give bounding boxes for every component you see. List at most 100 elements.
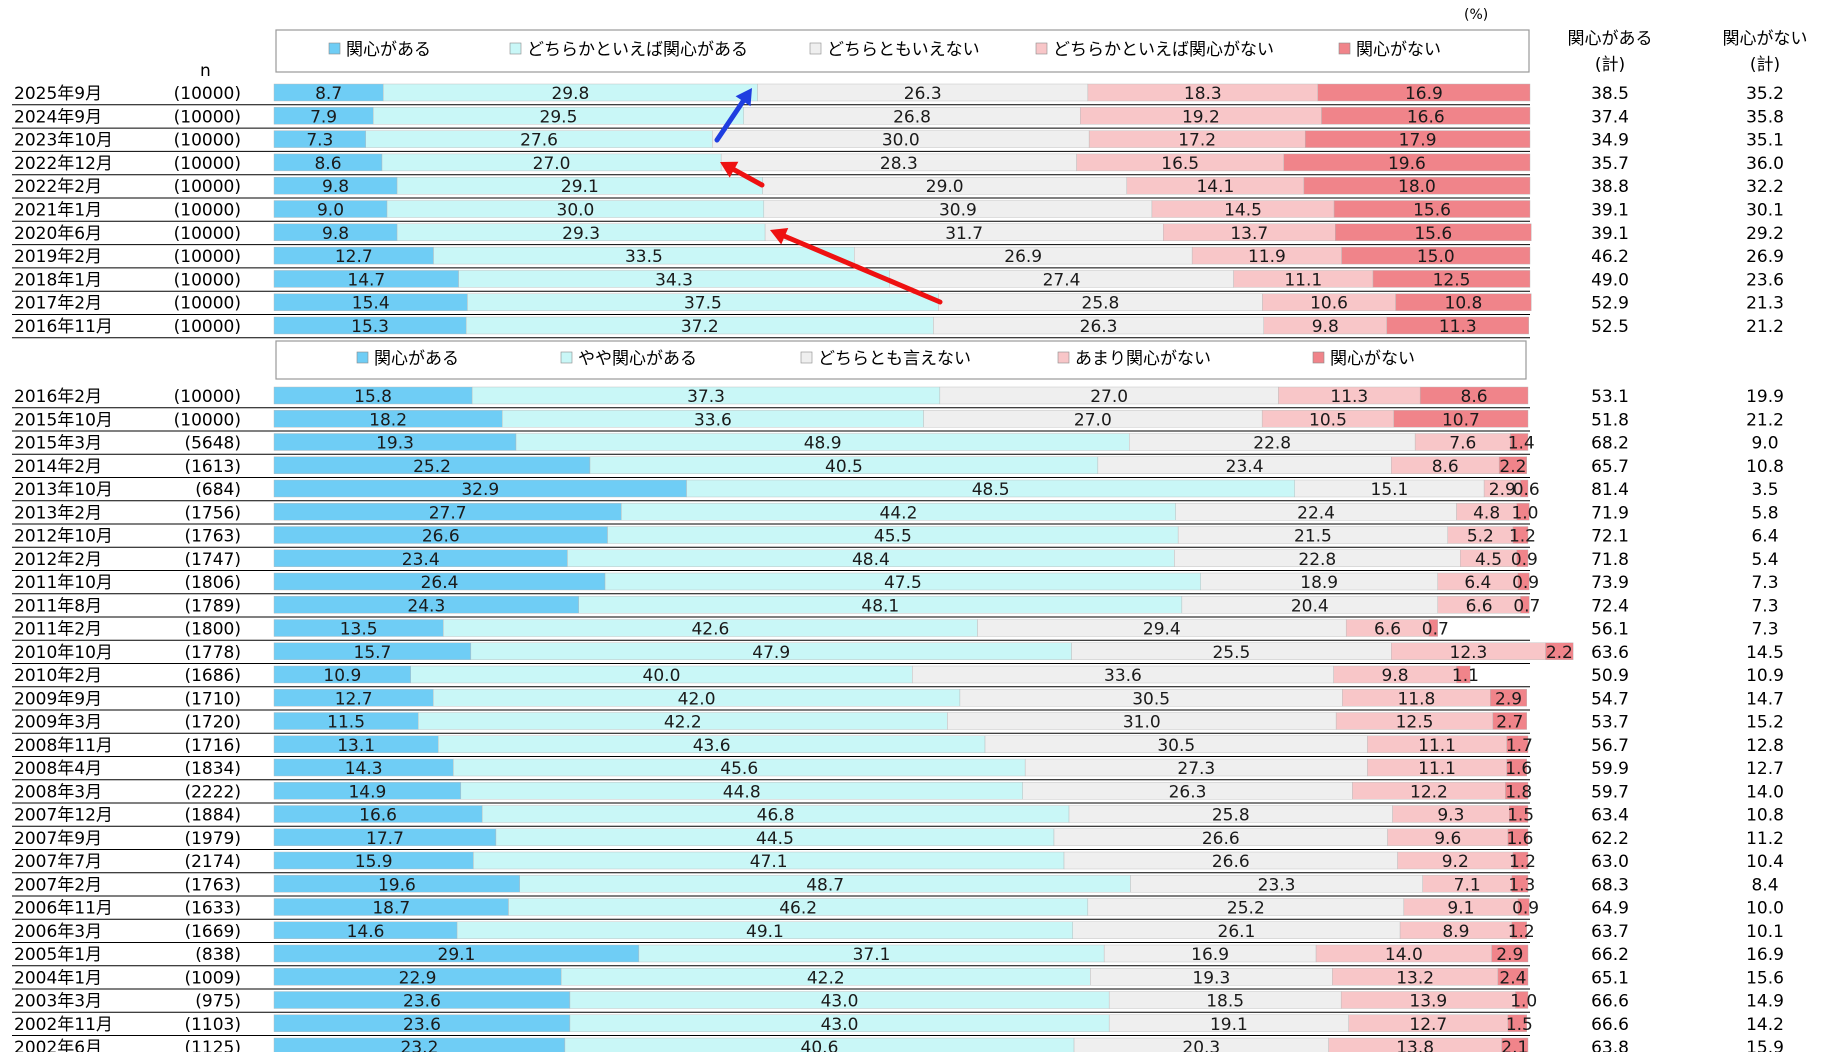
row-n: (1979) [184,829,241,849]
bar-value-label-very: 12.7 [335,689,373,709]
bar-value-label-somewhat: 49.1 [746,922,784,942]
row-label: 2013年2月 [14,503,102,523]
bar-value-label-very: 13.1 [337,736,375,756]
bar-segment-not [1317,83,1531,102]
bar-value-label-somewhat: 43.0 [821,1015,859,1035]
bar-value-label-very: 8.7 [315,84,342,104]
row-label: 2008年11月 [14,736,113,756]
bar-value-label-not: 1.6 [1506,829,1533,849]
row-n: (1009) [184,968,241,988]
bar-value-label-not: 1.5 [1506,1015,1533,1035]
row-label: 2023年10月 [14,131,113,151]
row-n: (10000) [174,177,241,197]
bar-value-label-not: 1.7 [1506,736,1533,756]
bar-segment-not [1507,828,1529,846]
row-n: (1633) [184,899,241,919]
row-n: (2222) [184,782,241,802]
bar-value-label-somewhat: 33.6 [694,410,732,430]
legend-item-not: 関心がない [1356,40,1441,60]
row-n: (1720) [184,713,241,733]
bar-value-label-neutral: 18.9 [1300,573,1338,593]
bar-value-label-somewhat-not: 11.3 [1330,387,1368,407]
row-n: (1834) [184,759,241,779]
bar-value-label-not: 2.9 [1496,945,1523,965]
row-n: (975) [195,992,241,1012]
bar-value-label-neutral: 29.0 [926,177,964,197]
bar-value-label-neutral: 22.4 [1297,503,1335,523]
total-not-interested: 30.1 [1746,201,1784,221]
bar-value-label-very: 18.7 [372,899,410,919]
bar-value-label-somewhat-not: 9.8 [1312,317,1339,337]
total-interested: 68.3 [1591,875,1629,895]
bar-value-label-neutral: 28.3 [880,154,918,174]
total-not-interested: 29.2 [1746,224,1784,244]
bar-segment-not [1545,642,1574,660]
bar-value-label-not: 16.9 [1405,84,1443,104]
total-interested: 63.4 [1591,806,1629,826]
legend-swatch-very [328,42,341,55]
bar-value-label-somewhat: 29.1 [561,177,599,197]
bar-value-label-neutral: 31.0 [1123,713,1161,733]
bar-value-label-very: 26.4 [421,573,459,593]
row-label: 2006年3月 [14,922,102,942]
row-n: (10000) [174,201,241,221]
bar-value-label-very: 29.1 [438,945,476,965]
bar-value-label-somewhat: 44.2 [880,503,918,523]
bar-value-label-not: 11.3 [1439,317,1477,337]
bar-segment-not [1516,503,1530,521]
bar-value-label-somewhat: 33.5 [625,247,663,267]
bar-segment-not [1498,456,1527,474]
row-n: (10000) [174,317,241,337]
bar-segment-not [1497,968,1529,986]
row-label: 2011年10月 [14,573,113,593]
bar-value-label-not: 2.7 [1496,713,1523,733]
bar-value-label-very: 23.4 [402,550,440,570]
bar-segment-not [1506,758,1527,777]
total-interested: 65.1 [1591,968,1629,988]
total-not-interested: 19.9 [1746,387,1784,407]
total-not-interested: 11.2 [1746,829,1784,849]
bar-value-label-somewhat-not: 11.8 [1397,689,1435,709]
row-n: (1716) [184,736,241,756]
row-label: 2007年7月 [14,852,102,872]
bar-value-label-neutral: 15.1 [1371,480,1409,500]
bar-value-label-very: 24.3 [407,596,445,616]
bar-value-label-not: 1.2 [1509,527,1536,547]
row-n: (1800) [184,620,241,640]
bar-value-label-neutral: 30.5 [1157,736,1195,756]
bar-value-label-neutral: 33.6 [1104,666,1142,686]
bar-value-label-somewhat-not: 6.4 [1464,573,1491,593]
bar-value-label-not: 16.6 [1407,107,1445,127]
bar-value-label-neutral: 26.1 [1218,922,1256,942]
legend-item-neutral: どちらともいえない [827,40,980,60]
bar-value-label-not: 10.7 [1442,410,1480,430]
bar-value-label-neutral: 26.3 [1080,317,1118,337]
bar-value-label-neutral: 22.8 [1298,550,1336,570]
bar-value-label-somewhat-not: 9.8 [1382,666,1409,686]
bar-value-label-very: 14.7 [347,270,385,290]
legend-swatch-not [1312,351,1325,364]
bar-value-label-somewhat-not: 7.6 [1449,434,1476,454]
row-n: (1763) [184,875,241,895]
bar-value-label-somewhat-not: 13.7 [1230,224,1268,244]
bar-value-label-very: 19.3 [376,434,414,454]
total-not-interested: 3.5 [1751,480,1778,500]
row-label: 2010年10月 [14,643,113,663]
total-interested: 35.7 [1591,154,1629,174]
total-not-interested: 7.3 [1751,573,1778,593]
bar-value-label-neutral: 26.6 [1212,852,1250,872]
legend-frame-2 [275,340,1527,380]
total-interested: 72.1 [1591,527,1629,547]
legend-swatch-very [356,351,369,364]
total-interested: 62.2 [1591,829,1629,849]
legend-item-neutral: どちらとも言えない [818,349,971,369]
bar-segment-not [1395,293,1532,311]
bar-value-label-neutral: 19.1 [1210,1015,1248,1035]
row-label: 2010年2月 [14,666,102,686]
total-not-interested: 5.4 [1751,550,1778,570]
total-interested: 63.6 [1591,643,1629,663]
row-label: 2006年11月 [14,899,113,919]
total-interested: 66.6 [1591,1015,1629,1035]
bar-segment-not [1386,316,1529,335]
bar-value-label-very: 11.5 [327,713,365,733]
